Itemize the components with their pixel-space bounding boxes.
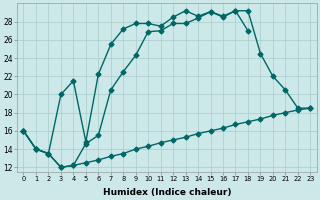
X-axis label: Humidex (Indice chaleur): Humidex (Indice chaleur) (103, 188, 231, 197)
